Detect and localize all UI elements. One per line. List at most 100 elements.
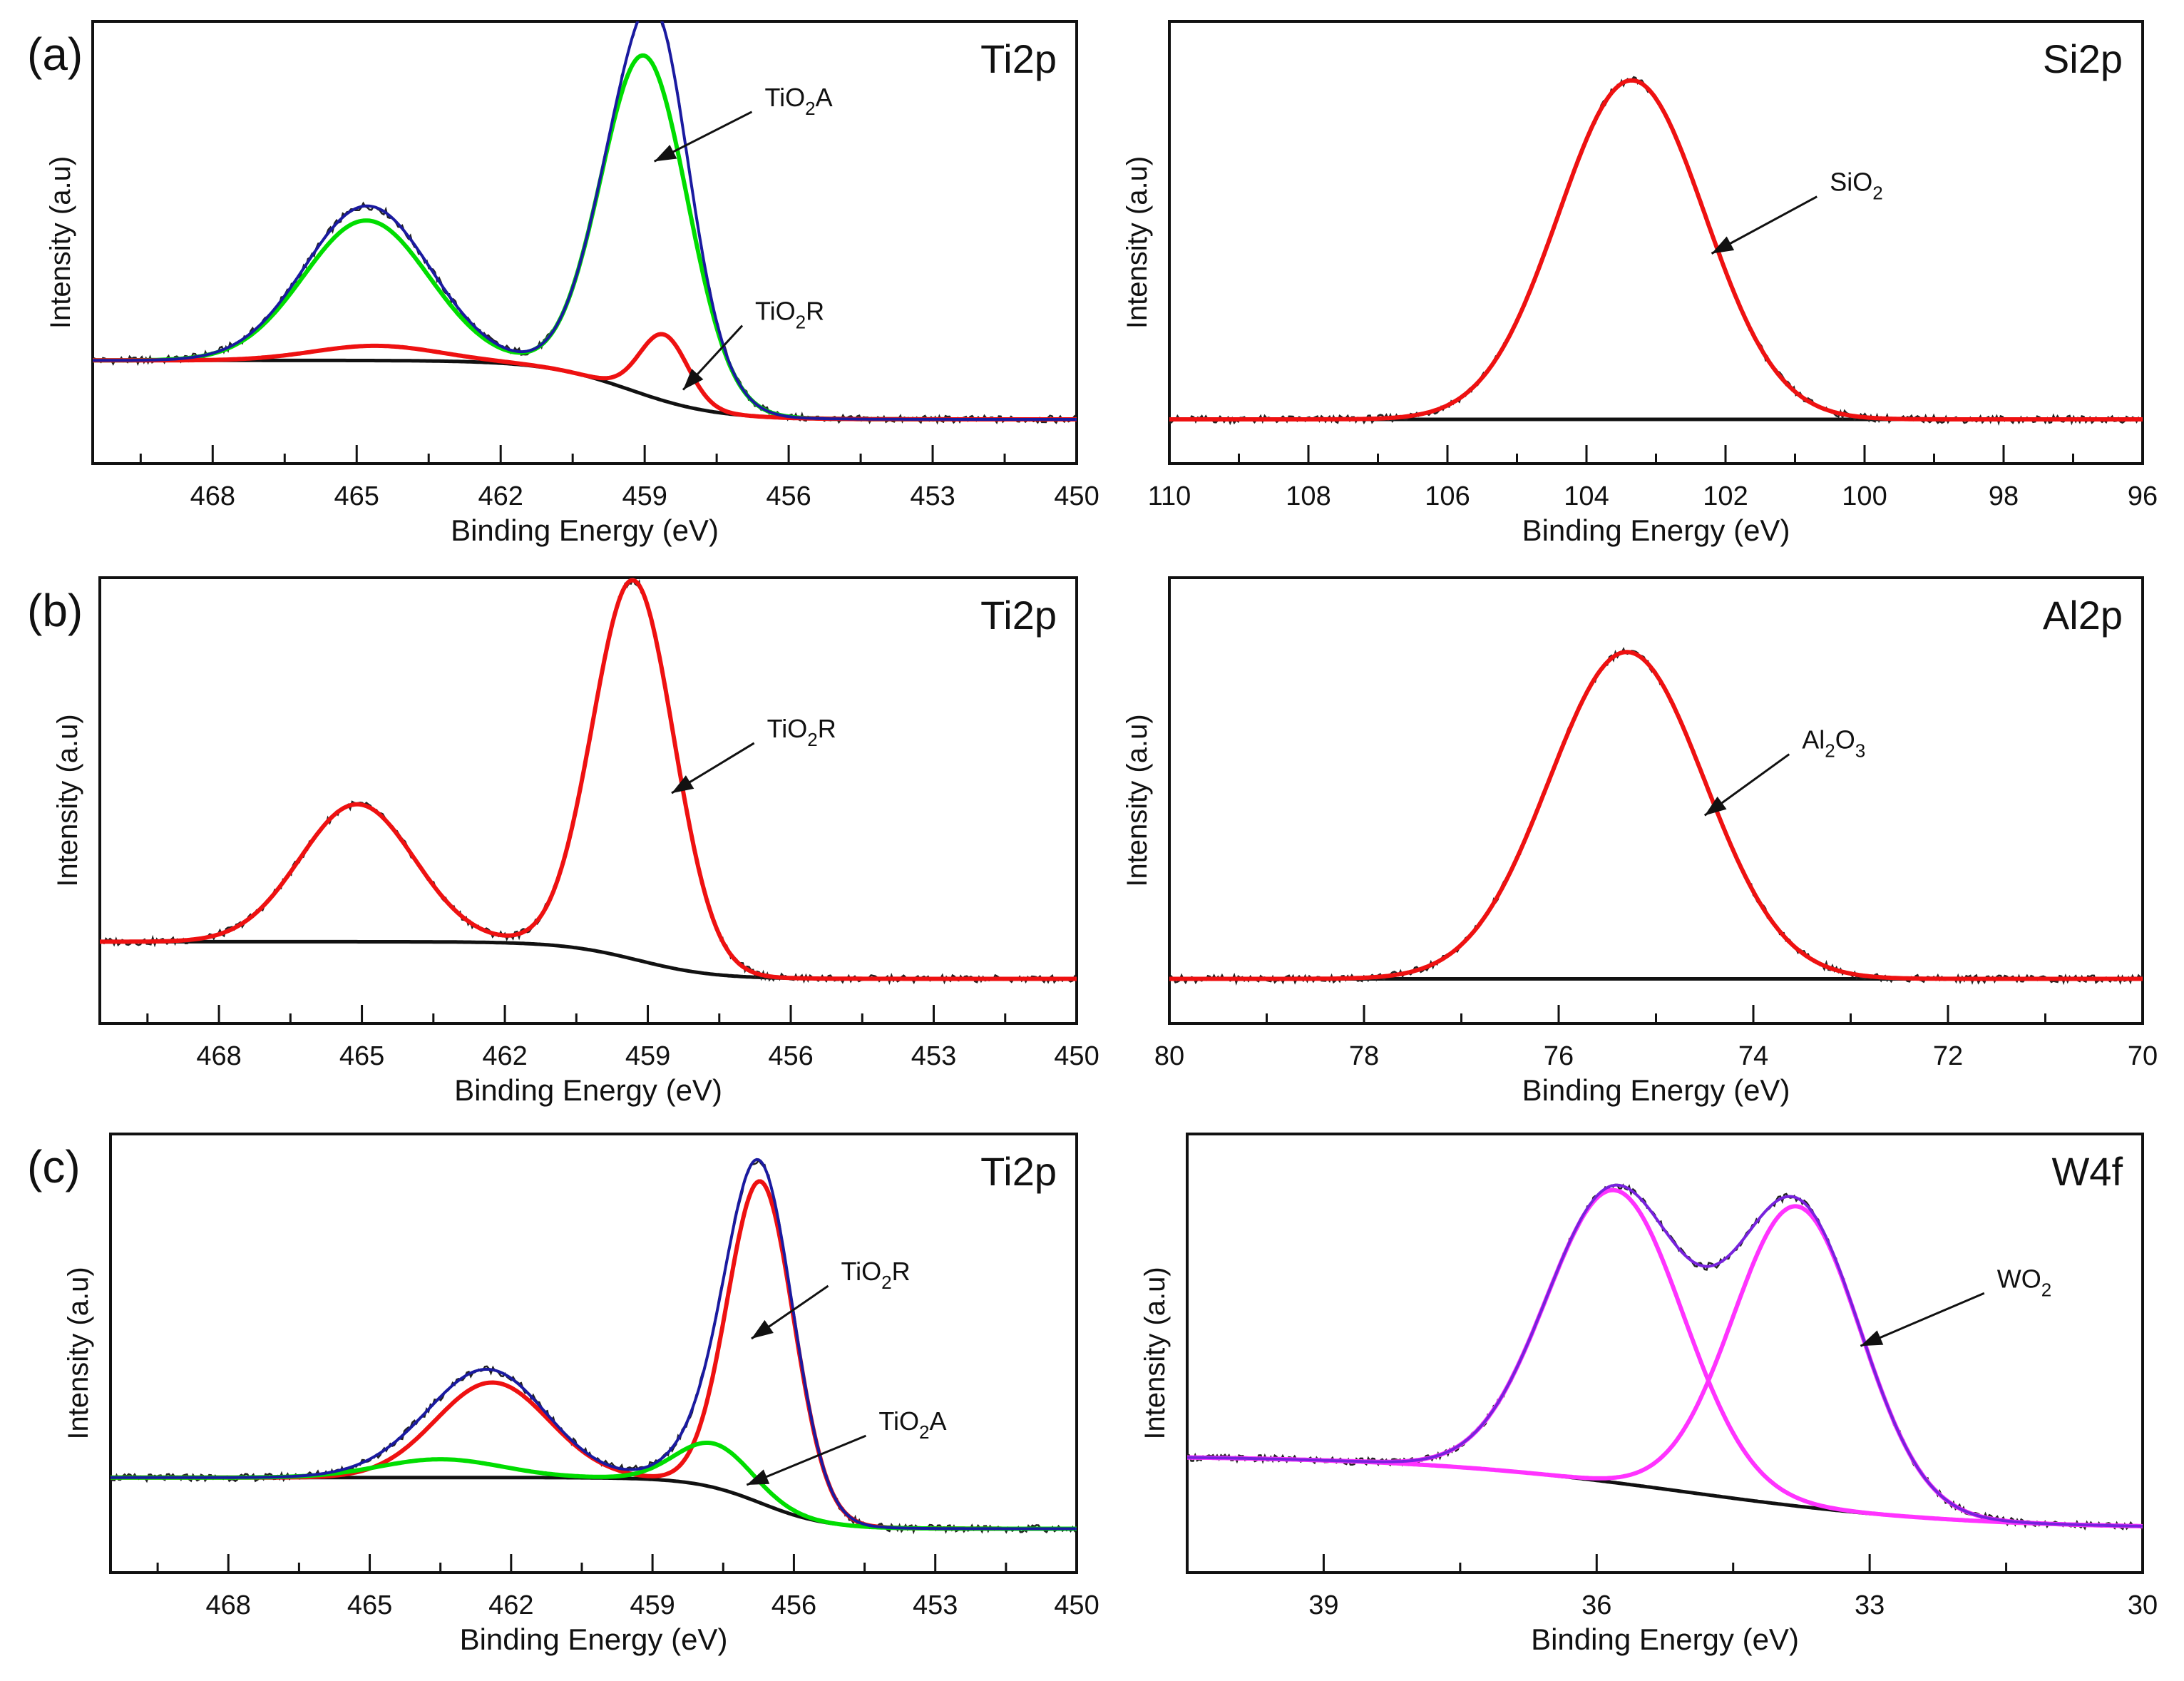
background-line xyxy=(1187,1456,2143,1528)
tick-label: 100 xyxy=(1842,481,1887,511)
x-axis-label: Binding Energy (eV) xyxy=(460,1623,728,1656)
plot-frame xyxy=(109,1133,1078,1574)
plot-frame xyxy=(1168,576,2144,1025)
panel-label: (b) xyxy=(27,585,83,636)
tick-label: 459 xyxy=(630,1590,675,1620)
tick-label: 453 xyxy=(911,1041,956,1071)
x-axis-label: Binding Energy (eV) xyxy=(1522,514,1790,547)
chart-title: W4f xyxy=(2051,1149,2123,1194)
tick-label: 459 xyxy=(622,481,667,511)
background-line xyxy=(100,939,1077,981)
tick-label: 33 xyxy=(1855,1590,1885,1620)
tick-label: 462 xyxy=(488,1590,533,1620)
background-line xyxy=(93,358,1077,421)
envelope-line xyxy=(1187,1183,2143,1528)
tick-label: 72 xyxy=(1933,1041,1963,1071)
tick-label: 450 xyxy=(1054,1041,1099,1071)
annotation-label: TiO2A xyxy=(764,83,832,119)
x-axis-label: Binding Energy (eV) xyxy=(451,514,719,547)
annotation-arrowhead xyxy=(654,144,677,162)
tick-label: 110 xyxy=(1148,481,1191,511)
tick-label: 450 xyxy=(1054,481,1099,511)
tick-label: 450 xyxy=(1054,1590,1099,1620)
annotation-arrowhead xyxy=(671,775,694,794)
tick-label: 39 xyxy=(1308,1590,1338,1620)
tick-label: 468 xyxy=(190,481,235,511)
tick-label: 102 xyxy=(1703,481,1748,511)
chart-title: Ti2p xyxy=(980,593,1057,638)
tick-label: 468 xyxy=(206,1590,251,1620)
tick-label: 78 xyxy=(1349,1041,1379,1071)
tick-label: 462 xyxy=(478,481,523,511)
raw-data-line xyxy=(1169,647,2143,986)
curves xyxy=(100,578,1077,986)
y-axis-label: Intensity (a.u) xyxy=(45,156,76,329)
tick-label: 108 xyxy=(1286,481,1331,511)
x-axis-label: Binding Energy (eV) xyxy=(1531,1623,1799,1656)
tick-label: 74 xyxy=(1738,1041,1768,1071)
component-line-tio2a xyxy=(93,53,1077,421)
annotation-label: TiO2R xyxy=(767,714,836,750)
panel-c_w4f: 39 36 33 30 Binding Energy (eV) Intensity (a.… xyxy=(1139,1133,2158,1656)
tick-label: 462 xyxy=(482,1041,527,1071)
curves xyxy=(93,21,1077,425)
y-axis-label: Intensity (a.u) xyxy=(1139,1267,1171,1439)
curves xyxy=(111,1158,1077,1535)
annotation-arrowhead xyxy=(1711,236,1735,254)
x-axis-label: Binding Energy (eV) xyxy=(1522,1073,1790,1107)
component-line-al2o3 xyxy=(1169,650,2143,981)
tick-label: 456 xyxy=(771,1590,816,1620)
panel-label: (c) xyxy=(27,1141,81,1192)
annotation-arrowhead xyxy=(683,369,704,390)
annotation-label: Al2O3 xyxy=(1802,725,1865,762)
panel-label: (a) xyxy=(27,29,83,80)
tick-label: 80 xyxy=(1154,1041,1184,1071)
curves xyxy=(1187,1183,2143,1531)
background-line xyxy=(111,1476,1077,1531)
tick-label: 468 xyxy=(196,1041,241,1071)
panel-c_ti2p: 468 465 462 459 456 453 450 Binding Energy (eV)… xyxy=(27,1133,1099,1656)
tick-label: 98 xyxy=(1989,481,2019,511)
tick-label: 36 xyxy=(1581,1590,1611,1620)
tick-label: 465 xyxy=(334,481,379,511)
annotation-label: TiO2R xyxy=(841,1257,911,1293)
tick-label: 104 xyxy=(1564,481,1609,511)
envelope-line xyxy=(93,21,1077,421)
tick-label: 453 xyxy=(913,1590,958,1620)
chart-title: Ti2p xyxy=(980,1149,1057,1194)
tick-label: 76 xyxy=(1544,1041,1574,1071)
plot-frame xyxy=(1186,1133,2144,1574)
tick-label: 96 xyxy=(2128,481,2158,511)
annotation-label: SiO2 xyxy=(1830,168,1882,204)
tick-label: 30 xyxy=(2128,1590,2158,1620)
plot-frame xyxy=(1168,20,2144,465)
component-line-wo2-33-8-ev- xyxy=(1187,1204,2143,1528)
tick-label: 453 xyxy=(910,481,955,511)
plot-frame xyxy=(91,20,1078,465)
plot-frame xyxy=(98,576,1078,1025)
tick-label: 459 xyxy=(625,1041,670,1071)
chart-title: Al2p xyxy=(2043,593,2123,638)
annotation-arrowhead xyxy=(1860,1330,1884,1347)
raw-data-line xyxy=(1169,76,2143,426)
raw-data-line xyxy=(1187,1183,2143,1531)
annotation-arrow xyxy=(1860,1292,1985,1347)
annotation-arrowhead xyxy=(747,1469,770,1485)
tick-label: 456 xyxy=(766,481,811,511)
component-line-tio2r xyxy=(100,578,1077,981)
annotation-arrowhead xyxy=(751,1319,774,1339)
curves xyxy=(1169,647,2143,986)
component-line-tio2r xyxy=(93,332,1077,421)
annotation-arrow xyxy=(746,1434,866,1486)
component-line-tio2a xyxy=(111,1441,1077,1531)
chart-title: Ti2p xyxy=(980,36,1057,81)
annotation-label: WO2 xyxy=(1997,1264,2051,1300)
x-axis-label: Binding Energy (eV) xyxy=(454,1073,722,1107)
component-line-wo2-36-ev- xyxy=(1187,1187,2143,1528)
tick-label: 456 xyxy=(768,1041,813,1071)
envelope-line xyxy=(111,1158,1077,1531)
annotation-label: TiO2A xyxy=(878,1406,946,1443)
panel-b_al2p: 80 78 76 74 72 70 Binding Energy (eV) Intensity… xyxy=(1122,576,2158,1107)
tick-label: 465 xyxy=(347,1590,392,1620)
